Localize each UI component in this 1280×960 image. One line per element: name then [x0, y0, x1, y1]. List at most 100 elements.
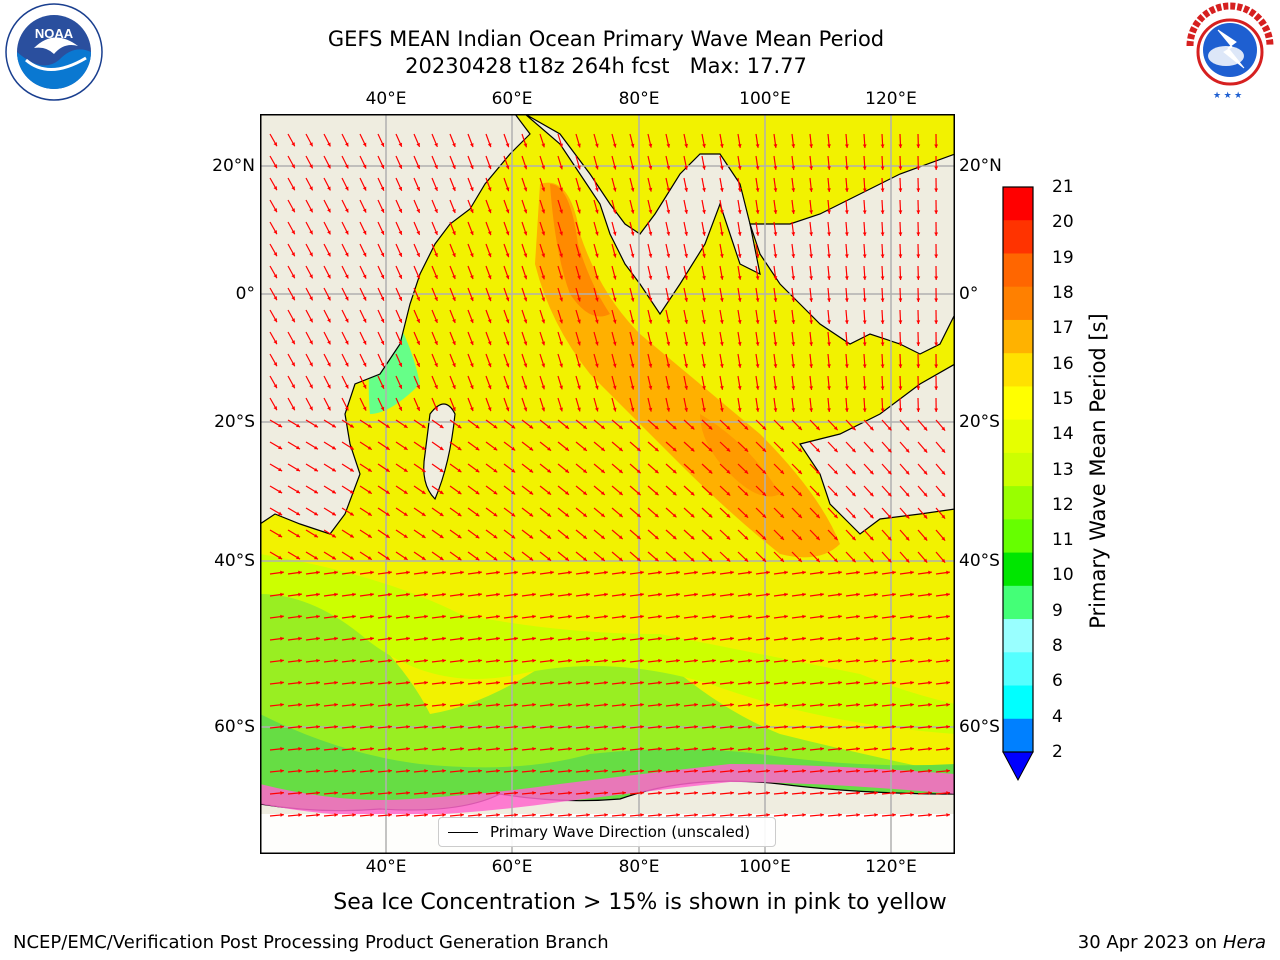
- wave-arrow-head: [892, 746, 896, 751]
- wave-arrow-head: [820, 702, 824, 707]
- wave-arrow-head: [694, 636, 698, 641]
- wave-arrow-head: [370, 592, 374, 597]
- wave-arrow-head: [547, 468, 552, 473]
- wave-arrow-head: [487, 187, 492, 192]
- wave-arrow-head: [594, 209, 599, 214]
- wave-arrow-head: [352, 746, 356, 751]
- wave-arrow-head: [380, 296, 385, 301]
- wave-arrow-head: [744, 513, 749, 518]
- wave-arrow-head: [833, 558, 838, 563]
- wave-arrow-head: [838, 746, 842, 751]
- lon-tick-bottom-120e: 120°E: [865, 857, 917, 877]
- wave-arrow-head: [730, 592, 734, 597]
- wave-arrow-head: [928, 702, 932, 707]
- footer-credit: NCEP/EMC/Verification Post Processing Pr…: [13, 932, 609, 953]
- wave-arrow-head: [296, 445, 301, 450]
- wave-arrow-head: [296, 423, 301, 428]
- wave-arrow-head: [672, 513, 677, 518]
- colorbar-tick-label: 20: [1052, 212, 1074, 233]
- wave-arrow-head: [291, 406, 295, 411]
- wave-arrow-head: [946, 813, 950, 817]
- wave-arrow-head: [916, 386, 921, 390]
- wave-arrow-head: [923, 558, 928, 563]
- wave-arrow-head: [815, 470, 820, 475]
- wave-arrow-head: [910, 658, 914, 663]
- wave-arrow-head: [766, 680, 770, 685]
- wave-arrow-head: [755, 364, 760, 368]
- wave-arrow-head: [460, 791, 464, 795]
- wave-arrow-head: [398, 340, 403, 345]
- wave-arrow-head: [334, 724, 338, 729]
- wave-arrow-head: [856, 813, 860, 817]
- wave-arrow-head: [856, 746, 860, 751]
- colorbar-bin: [1003, 386, 1033, 421]
- wave-arrow-head: [424, 636, 428, 641]
- wave-arrow-head: [291, 340, 295, 345]
- colorbar-tick-label: 17: [1052, 318, 1074, 339]
- wave-arrow-head: [388, 680, 392, 685]
- wave-arrow-head: [910, 614, 914, 619]
- lat-tick-left-40s: 40°S: [214, 551, 255, 571]
- wave-arrow-head: [666, 407, 671, 412]
- wave-arrow-head: [880, 188, 885, 192]
- wave-arrow-head: [577, 385, 581, 390]
- wave-arrow-head: [726, 469, 731, 474]
- wave-arrow-head: [898, 166, 903, 170]
- wave-arrow-head: [434, 406, 438, 411]
- wave-arrow-head: [844, 298, 849, 302]
- wave-arrow-head: [388, 813, 392, 817]
- wave-arrow-head: [565, 513, 569, 517]
- wave-arrow-head: [327, 252, 331, 257]
- lon-tick-top-100e: 100°E: [739, 89, 791, 109]
- wave-arrow-head: [529, 490, 534, 495]
- wave-arrow-head: [439, 490, 444, 495]
- wave-arrow-head: [766, 702, 770, 707]
- wave-arrow-head: [604, 702, 608, 707]
- wave-arrow-head: [559, 209, 563, 214]
- wave-arrow-head: [946, 724, 950, 729]
- wave-arrow-head: [514, 680, 518, 685]
- wave-arrow-head: [398, 252, 403, 257]
- wave-arrow-head: [604, 658, 608, 663]
- wave-arrow-head: [910, 680, 914, 685]
- wave-arrow-head: [766, 746, 770, 751]
- wave-arrow-head: [827, 254, 831, 258]
- wave-arrow-head: [316, 702, 320, 707]
- wave-arrow-head: [514, 658, 518, 663]
- wave-arrow-head: [565, 557, 569, 561]
- wave-arrow-head: [478, 614, 482, 619]
- wave-arrow-head: [550, 746, 554, 751]
- wave-arrow-head: [622, 570, 626, 575]
- wave-arrow-head: [582, 447, 587, 451]
- wave-arrow-head: [604, 813, 608, 817]
- wave-arrow-head: [529, 556, 534, 561]
- wave-arrow-head: [916, 320, 921, 324]
- wave-arrow-head: [385, 424, 390, 428]
- wave-arrow-head: [874, 791, 878, 795]
- wave-arrow-head: [694, 791, 698, 795]
- wave-arrow-head: [586, 813, 590, 817]
- wave-arrow-head: [844, 320, 849, 324]
- wave-arrow-head: [737, 210, 742, 214]
- long-period-core: [550, 184, 610, 317]
- wave-arrow-head: [636, 425, 641, 430]
- wave-arrow-head: [398, 142, 403, 147]
- lat-tick-left-0: 0°: [235, 284, 255, 304]
- wave-arrow-head: [719, 253, 724, 258]
- wave-arrow-head: [802, 724, 806, 729]
- wave-arrow-head: [547, 556, 552, 561]
- wave-arrow-head: [493, 534, 498, 539]
- wave-arrow-head: [737, 386, 742, 390]
- wave-arrow-head: [648, 363, 653, 368]
- wave-arrow-head: [622, 769, 626, 773]
- wave-arrow-head: [928, 724, 932, 729]
- wave-arrow-head: [403, 424, 408, 428]
- wave-arrow-head: [505, 143, 510, 148]
- colorbar-bin: [1003, 220, 1033, 254]
- wave-arrow-head: [380, 340, 385, 345]
- wave-arrow-head: [737, 276, 742, 280]
- wave-arrow-head: [594, 363, 599, 368]
- wave-arrow-head: [442, 769, 446, 773]
- wave-arrow-head: [690, 557, 695, 562]
- wave-arrow-head: [676, 570, 680, 575]
